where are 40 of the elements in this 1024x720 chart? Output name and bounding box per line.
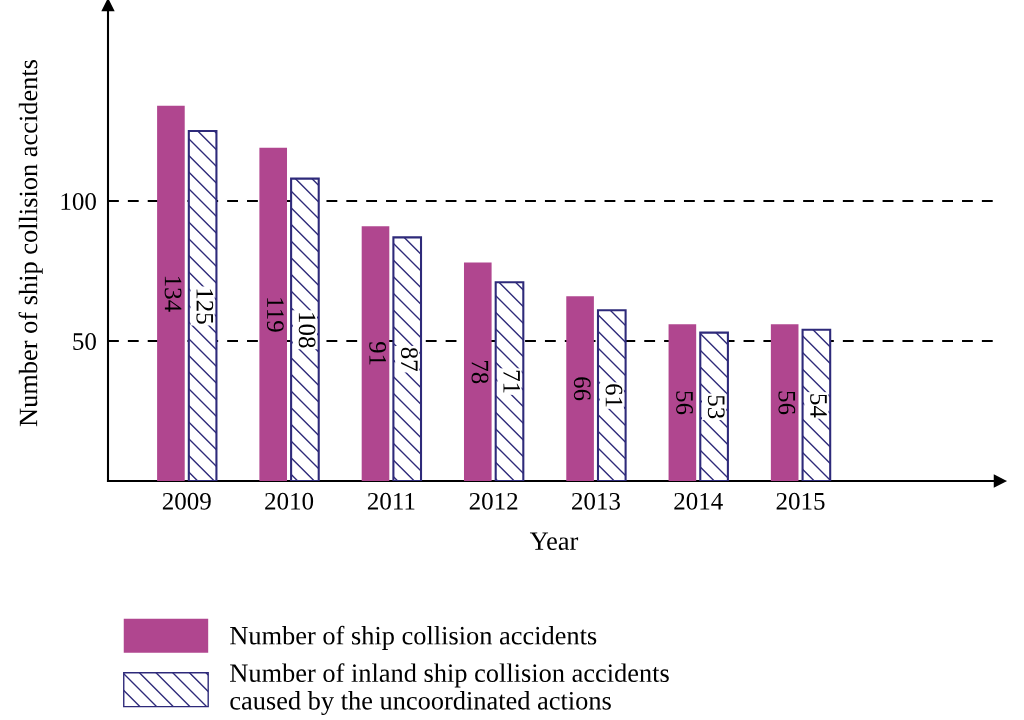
bar — [770, 324, 799, 481]
data-label: 54 — [810, 394, 827, 418]
bar — [361, 226, 390, 481]
bar — [494, 281, 525, 481]
data-label: 71 — [503, 370, 520, 393]
data-label: 119 — [266, 298, 284, 332]
bar — [392, 236, 423, 481]
data-label: 56 — [676, 391, 693, 415]
x-tick-label: 2011 — [367, 492, 415, 510]
data-label: 125 — [196, 289, 214, 324]
bar — [668, 324, 697, 481]
data-label: 66 — [573, 377, 591, 401]
data-label: 56 — [778, 391, 796, 415]
data-label: 78 — [471, 360, 489, 384]
bar — [157, 105, 185, 481]
y-tick-label: 50 — [73, 333, 96, 350]
bar — [259, 147, 288, 481]
x-tick-label: 2012 — [469, 492, 518, 510]
data-label: 108 — [298, 313, 316, 348]
x-tick-label: 2014 — [674, 492, 723, 510]
legend-label: Number of inland ship collision accidents caused by the uncoordinated actions — [230, 663, 669, 716]
bar — [596, 309, 627, 481]
x-tick-label: 2015 — [776, 492, 825, 510]
y-tick-label: 100 — [61, 193, 96, 210]
bar — [463, 262, 492, 481]
bar — [566, 296, 594, 481]
data-label: 87 — [400, 347, 418, 371]
x-tick-label: 2010 — [265, 492, 314, 510]
bar — [187, 129, 218, 481]
x-tick-label: 2013 — [572, 492, 620, 510]
data-label: 134 — [164, 276, 182, 312]
x-tick-label: 2009 — [162, 492, 211, 510]
data-label: 91 — [369, 341, 387, 365]
bar — [699, 331, 729, 481]
data-label: 53 — [707, 395, 725, 419]
y-axis-title: Number of ship collision accidents — [18, 60, 43, 427]
x-axis-title: Year — [529, 532, 579, 551]
legend-label: Number of ship collision accidents — [230, 625, 597, 650]
bar — [290, 177, 320, 481]
data-label: 61 — [605, 384, 623, 407]
